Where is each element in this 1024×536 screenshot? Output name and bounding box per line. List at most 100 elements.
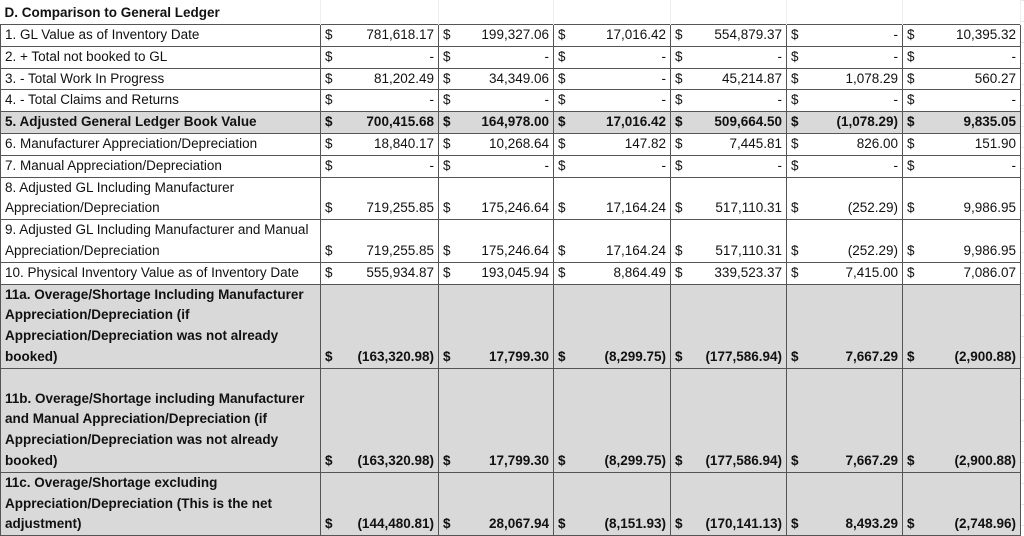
section-title[interactable]: D. Comparison to General Ledger — [0, 0, 321, 25]
amount-cell[interactable]: $199,327.06 — [438, 24, 554, 47]
amount-cell[interactable]: $9,986.95 — [902, 219, 1021, 263]
amount-cell[interactable]: $ - — [320, 154, 439, 178]
amount-cell[interactable]: $719,255.85 — [320, 219, 439, 263]
amount-cell[interactable]: $147.82 — [553, 132, 671, 156]
amount-cell[interactable]: $34,349.06 — [438, 67, 554, 91]
amount-cell[interactable]: $8,864.49 — [553, 261, 671, 285]
row-label[interactable]: 3. - Total Work In Progress — [0, 67, 321, 91]
amount-cell[interactable]: $7,667.29 — [786, 283, 903, 369]
amount-cell[interactable]: $17,164.24 — [553, 176, 671, 221]
amount-cell[interactable]: $10,395.32 — [902, 24, 1021, 47]
amount-cell[interactable]: $ (1,078.29) — [786, 111, 903, 134]
amount-cell[interactable]: $ - — [786, 89, 903, 113]
amount-cell[interactable]: $ (252.29) — [786, 219, 903, 263]
amount-cell[interactable]: $175,246.64 — [438, 176, 554, 221]
amount-cell[interactable]: $517,110.31 — [670, 219, 787, 263]
amount-cell[interactable]: $1,078.29 — [786, 67, 903, 91]
amount-cell[interactable]: $719,255.85 — [320, 176, 439, 221]
amount-cell[interactable]: $555,934.87 — [320, 261, 439, 285]
row-label[interactable]: 11a. Overage/Shortage Including Manufact… — [0, 283, 321, 369]
empty-cell[interactable] — [553, 0, 671, 25]
amount-cell[interactable]: $193,045.94 — [438, 261, 554, 285]
amount-cell[interactable]: $ - — [320, 89, 439, 113]
amount-cell[interactable]: $339,523.37 — [670, 261, 787, 285]
amount-cell[interactable]: $ - — [438, 89, 554, 113]
empty-cell[interactable] — [902, 0, 1021, 25]
amount-cell[interactable]: $ (2,900.88) — [902, 283, 1021, 369]
amount-cell[interactable]: $164,978.00 — [438, 111, 554, 134]
row-label[interactable]: 4. - Total Claims and Returns — [0, 89, 321, 113]
amount-cell[interactable]: $ - — [553, 67, 671, 91]
row-label[interactable]: 6. Manufacturer Appreciation/Depreciatio… — [0, 132, 321, 156]
amount-cell[interactable]: $ - — [902, 154, 1021, 178]
amount-cell[interactable]: $700,415.68 — [320, 111, 439, 134]
amount-cell[interactable]: $175,246.64 — [438, 219, 554, 263]
amount-cell[interactable]: $ (177,586.94) — [670, 367, 787, 473]
amount-cell[interactable]: $ (163,320.98) — [320, 367, 439, 473]
amount-cell[interactable]: $554,879.37 — [670, 24, 787, 47]
amount-cell[interactable]: $ (177,586.94) — [670, 283, 787, 369]
amount-cell[interactable]: $7,086.07 — [902, 261, 1021, 285]
amount-cell[interactable]: $ (2,748.96) — [902, 471, 1021, 536]
amount-cell[interactable]: $17,164.24 — [553, 219, 671, 263]
amount-cell[interactable]: $517,110.31 — [670, 176, 787, 221]
amount-cell[interactable]: $9,986.95 — [902, 176, 1021, 221]
amount-cell[interactable]: $ - — [670, 45, 787, 69]
amount-cell[interactable]: $ (252.29) — [786, 176, 903, 221]
row-label[interactable]: 11c. Overage/Shortage excluding Apprecia… — [0, 471, 321, 536]
amount-cell[interactable]: $10,268.64 — [438, 132, 554, 156]
amount-cell[interactable]: $8,493.29 — [786, 471, 903, 536]
amount-cell[interactable]: $ - — [320, 45, 439, 69]
amount-cell[interactable]: $28,067.94 — [438, 471, 554, 536]
amount-cell[interactable]: $ - — [553, 45, 671, 69]
amount-cell[interactable]: $ - — [902, 89, 1021, 113]
amount-cell[interactable]: $509,664.50 — [670, 111, 787, 134]
amount-cell[interactable]: $ - — [786, 154, 903, 178]
row-label[interactable]: 5. Adjusted General Ledger Book Value — [0, 111, 321, 134]
currency-symbol: $ — [443, 242, 451, 258]
amount-cell[interactable]: $ - — [553, 154, 671, 178]
amount-cell[interactable]: $17,016.42 — [553, 111, 671, 134]
amount-cell[interactable]: $826.00 — [786, 132, 903, 156]
amount-cell[interactable]: $ (8,299.75) — [553, 283, 671, 369]
amount-cell[interactable]: $781,618.17 — [320, 24, 439, 47]
row-label[interactable]: 11b. Overage/Shortage including Manufact… — [0, 367, 321, 473]
row-label[interactable]: 10. Physical Inventory Value as of Inven… — [0, 261, 321, 285]
row-label[interactable]: 9. Adjusted GL Including Manufacturer an… — [0, 219, 321, 263]
amount-cell[interactable]: $ - — [902, 45, 1021, 69]
amount-cell[interactable]: $ (2,900.88) — [902, 367, 1021, 473]
row-label[interactable]: 2. + Total not booked to GL — [0, 45, 321, 69]
amount-cell[interactable]: $45,214.87 — [670, 67, 787, 91]
amount-cell[interactable]: $17,799.30 — [438, 283, 554, 369]
empty-cell[interactable] — [438, 0, 554, 25]
amount-cell[interactable]: $7,445.81 — [670, 132, 787, 156]
row-label[interactable]: 1. GL Value as of Inventory Date — [0, 24, 321, 47]
empty-cell[interactable] — [320, 0, 439, 25]
amount-cell[interactable]: $17,016.42 — [553, 24, 671, 47]
amount-cell[interactable]: $ - — [438, 45, 554, 69]
amount-cell[interactable]: $7,415.00 — [786, 261, 903, 285]
amount-cell[interactable]: $ (144,480.81) — [320, 471, 439, 536]
amount-cell[interactable]: $ (163,320.98) — [320, 283, 439, 369]
empty-cell[interactable] — [670, 0, 787, 25]
amount-cell[interactable]: $560.27 — [902, 67, 1021, 91]
amount-cell[interactable]: $18,840.17 — [320, 132, 439, 156]
amount-cell[interactable]: $ (8,151.93) — [553, 471, 671, 536]
currency-symbol: $ — [443, 452, 451, 468]
amount-cell[interactable]: $9,835.05 — [902, 111, 1021, 134]
amount-cell[interactable]: $ - — [553, 89, 671, 113]
amount-cell[interactable]: $7,667.29 — [786, 367, 903, 473]
amount-cell[interactable]: $ - — [670, 154, 787, 178]
amount-cell[interactable]: $151.90 — [902, 132, 1021, 156]
amount-cell[interactable]: $ - — [670, 89, 787, 113]
amount-cell[interactable]: $81,202.49 — [320, 67, 439, 91]
row-label[interactable]: 7. Manual Appreciation/Depreciation — [0, 154, 321, 178]
amount-cell[interactable]: $ - — [786, 24, 903, 47]
row-label[interactable]: 8. Adjusted GL Including Manufacturer Ap… — [0, 176, 321, 221]
amount-cell[interactable]: $ - — [438, 154, 554, 178]
amount-cell[interactable]: $ - — [786, 45, 903, 69]
amount-cell[interactable]: $ (8,299.75) — [553, 367, 671, 473]
amount-cell[interactable]: $17,799.30 — [438, 367, 554, 473]
amount-cell[interactable]: $ (170,141.13) — [670, 471, 787, 536]
empty-cell[interactable] — [786, 0, 903, 25]
